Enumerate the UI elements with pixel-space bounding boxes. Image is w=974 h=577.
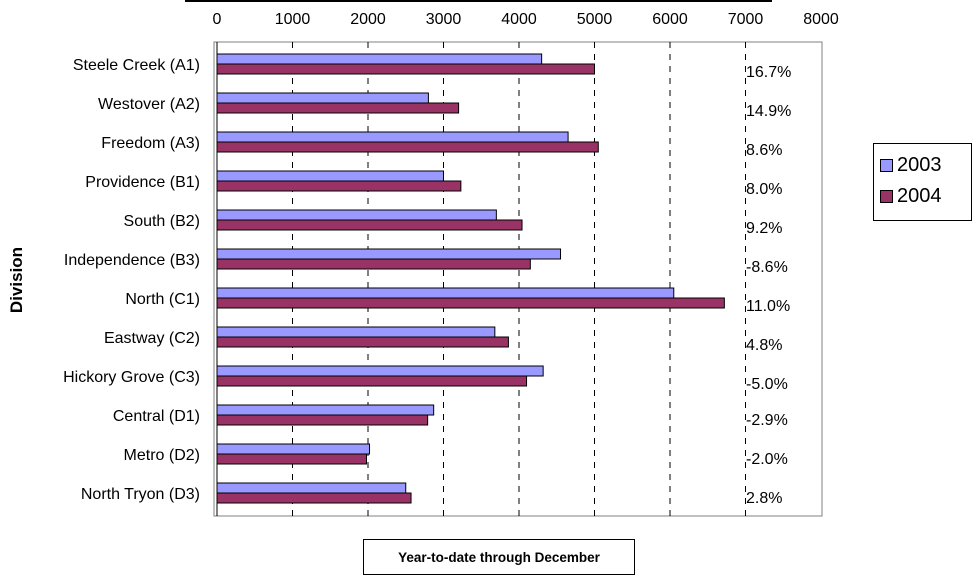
- legend-item-2003: 2003: [880, 150, 971, 181]
- legend-swatch-2004: [880, 190, 893, 203]
- bar-2003-5: [216, 248, 562, 260]
- legend: 2003 2004: [873, 143, 972, 221]
- x-tick-label: 7000: [728, 11, 764, 28]
- category-label: Westover (A2): [98, 96, 200, 113]
- bar-2004-3: [216, 180, 462, 192]
- legend-label-2004: 2004: [897, 185, 942, 207]
- category-labels: Steele Creek (A1) Westover (A2) Freedom (A…: [63, 57, 200, 503]
- x-tick-label: 1000: [275, 11, 311, 28]
- category-label: North Tryon (D3): [81, 486, 200, 503]
- percent-change-label: 14.9%: [746, 103, 791, 120]
- y-axis-label: Division: [7, 247, 26, 313]
- x-axis-label: Year-to-date through December: [363, 539, 635, 575]
- bar-2004-4: [216, 219, 523, 231]
- bar-2003-1: [216, 92, 429, 104]
- percent-change-label: 16.7%: [746, 64, 791, 81]
- x-tick-label: 8000: [803, 11, 839, 28]
- bar-2004-0: [216, 63, 595, 75]
- category-label: Eastway (C2): [104, 330, 200, 347]
- x-tick-label: 4000: [501, 11, 537, 28]
- legend-item-2004: 2004: [880, 181, 971, 212]
- bar-2003-3: [216, 170, 444, 182]
- percent-change-label: 4.8%: [746, 337, 782, 354]
- x-tick-label: 5000: [577, 11, 613, 28]
- bar-2004-6: [216, 297, 725, 309]
- bar-2003-4: [216, 209, 497, 221]
- category-label: Hickory Grove (C3): [63, 369, 200, 386]
- percent-change-label: 9.2%: [746, 220, 782, 237]
- x-axis-label-text: Year-to-date through December: [398, 549, 600, 565]
- percent-change-label: -8.6%: [746, 259, 788, 276]
- percent-change-label: 11.0%: [746, 298, 790, 315]
- category-label: Metro (D2): [124, 447, 200, 464]
- bar-2004-5: [216, 258, 531, 270]
- bar-2004-2: [216, 141, 599, 153]
- bar-2003-9: [216, 404, 435, 416]
- bar-2003-11: [216, 482, 407, 494]
- gridlines: [216, 42, 746, 516]
- x-tick-labels: 0 1000 2000 3000 4000 5000 6000 7000 8000: [213, 11, 839, 28]
- percent-change-label: 8.0%: [746, 181, 782, 198]
- bar-2003-0: [216, 53, 543, 65]
- bar-2004-9: [216, 414, 429, 426]
- plot-frame: [213, 41, 823, 517]
- bar-2004-11: [216, 492, 412, 504]
- percent-change-label: 2.8%: [746, 490, 782, 507]
- percent-change-labels: 16.7% 14.9% 8.6% 8.0% 9.2% -8.6% 11.0% 4.8% -5.0…: [746, 64, 791, 507]
- legend-label-2003: 2003: [897, 154, 942, 176]
- category-label: Freedom (A3): [101, 135, 200, 152]
- bar-2003-8: [216, 365, 544, 377]
- percent-change-label: -5.0%: [746, 376, 788, 393]
- x-tick-label: 3000: [426, 11, 462, 28]
- bar-2003-2: [216, 131, 569, 143]
- bar-2003-7: [216, 326, 496, 338]
- category-label: North (C1): [125, 291, 200, 308]
- percent-change-label: -2.9%: [746, 412, 788, 429]
- x-tick-label: 6000: [652, 11, 688, 28]
- percent-change-label: 8.6%: [746, 142, 782, 159]
- bars: [216, 53, 725, 504]
- plot-area: [213, 41, 823, 517]
- bar-2003-6: [216, 287, 675, 299]
- legend-swatch-2003: [880, 159, 893, 172]
- category-label: Steele Creek (A1): [73, 57, 200, 74]
- bar-2003-10: [216, 443, 371, 455]
- category-label: Independence (B3): [64, 252, 200, 269]
- bar-2004-1: [216, 102, 460, 114]
- percent-change-label: -2.0%: [746, 451, 788, 468]
- bar-2004-7: [216, 336, 509, 348]
- x-tick-label: 2000: [350, 11, 386, 28]
- category-label: Providence (B1): [85, 174, 200, 191]
- x-tick-label: 0: [213, 11, 222, 28]
- bar-2004-10: [216, 453, 367, 465]
- bar-2004-8: [216, 375, 528, 387]
- category-label: Central (D1): [113, 408, 200, 425]
- category-label: South (B2): [124, 213, 200, 230]
